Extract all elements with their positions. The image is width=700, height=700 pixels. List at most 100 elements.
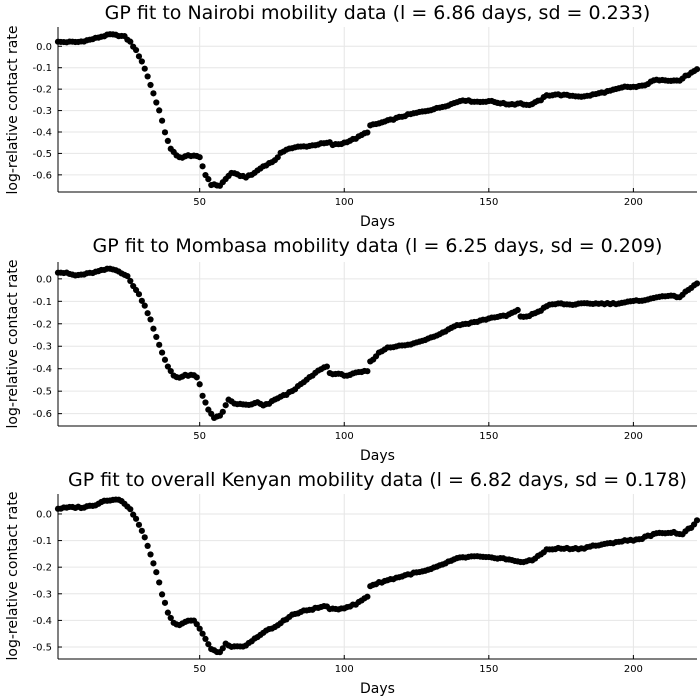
y-tick-label: -0.5 bbox=[32, 643, 52, 654]
data-point bbox=[164, 363, 171, 370]
data-point bbox=[364, 593, 371, 600]
data-point bbox=[153, 333, 160, 341]
data-point bbox=[147, 81, 154, 89]
data-point bbox=[161, 599, 169, 606]
data-point bbox=[193, 374, 200, 381]
data-point bbox=[164, 137, 171, 144]
data-point bbox=[124, 272, 131, 280]
data-point bbox=[161, 356, 169, 363]
data-point bbox=[193, 621, 200, 628]
chart-panel-1: 50 100 150 200 0.0 -0.1 -0.2 -0.3 -0.4 -0.5 -0.6 GP… bbox=[5, 2, 700, 230]
y-tick-label: -0.5 bbox=[32, 387, 52, 398]
x-tick-label: 50 bbox=[193, 197, 206, 208]
data-point bbox=[693, 280, 700, 287]
data-point bbox=[144, 73, 151, 80]
data-point bbox=[141, 534, 148, 541]
x-tick-label: 200 bbox=[624, 431, 643, 442]
data-point bbox=[141, 302, 148, 309]
data-point bbox=[150, 325, 157, 332]
chart-title: GP fit to overall Kenyan mobility data (… bbox=[68, 469, 687, 491]
x-tick-label: 150 bbox=[479, 664, 498, 675]
data-point bbox=[138, 58, 145, 65]
data-point bbox=[144, 310, 151, 317]
data-point bbox=[141, 65, 148, 72]
data-point bbox=[219, 408, 226, 415]
data-point bbox=[274, 154, 281, 161]
y-tick-label: -0.4 bbox=[32, 364, 52, 375]
data-point bbox=[164, 609, 171, 616]
x-tick-label: 150 bbox=[479, 197, 498, 208]
y-tick-label: -0.1 bbox=[32, 297, 52, 308]
data-point bbox=[202, 399, 209, 406]
y-tick-label: -0.2 bbox=[32, 85, 52, 96]
data-point bbox=[156, 107, 163, 114]
data-point bbox=[138, 297, 145, 304]
data-point bbox=[199, 163, 206, 170]
y-tick-label: 0.0 bbox=[36, 274, 52, 285]
data-point bbox=[156, 579, 163, 586]
data-point bbox=[135, 521, 143, 528]
y-tick-label: -0.4 bbox=[32, 616, 52, 627]
series-nairobi bbox=[54, 31, 700, 189]
y-tick-label: -0.3 bbox=[32, 106, 52, 117]
data-point bbox=[693, 66, 700, 73]
x-tick-label: 50 bbox=[193, 664, 206, 675]
chart-panel-3: 50 100 150 200 0.0 -0.1 -0.2 -0.3 -0.4 -0.5 GP fit… bbox=[5, 469, 700, 697]
data-point bbox=[167, 367, 174, 375]
y-tick-label: -0.6 bbox=[32, 409, 52, 420]
data-point bbox=[127, 38, 134, 45]
data-point bbox=[127, 277, 134, 285]
data-point bbox=[514, 306, 521, 314]
data-point bbox=[158, 117, 166, 124]
x-tick-label: 50 bbox=[193, 431, 206, 442]
data-point bbox=[132, 515, 140, 522]
y-tick-label: -0.3 bbox=[32, 342, 52, 353]
y-tick-label: -0.2 bbox=[32, 563, 52, 574]
x-tick-label: 100 bbox=[335, 431, 354, 442]
data-point bbox=[202, 635, 209, 642]
data-point bbox=[693, 517, 700, 524]
data-point bbox=[135, 291, 143, 298]
y-tick-label: 0.0 bbox=[36, 509, 52, 520]
data-point bbox=[138, 527, 145, 534]
chart-panel-2: 50 100 150 200 0.0 -0.1 -0.2 -0.3 -0.4 -0.5 -0.6 GP… bbox=[5, 235, 700, 464]
y-axis-label: log-relative contact rate bbox=[5, 492, 21, 661]
data-point bbox=[205, 641, 212, 648]
chart-title: GP fit to Mombasa mobility data (l = 6.2… bbox=[93, 235, 663, 257]
y-axis-label: log-relative contact rate bbox=[5, 26, 21, 195]
data-point bbox=[158, 591, 166, 598]
data-point bbox=[132, 46, 140, 54]
series-kenya bbox=[54, 496, 700, 656]
x-tick-label: 150 bbox=[479, 431, 498, 442]
data-point bbox=[364, 129, 371, 136]
y-tick-label: -0.4 bbox=[32, 128, 52, 139]
data-point bbox=[219, 645, 226, 652]
data-point bbox=[147, 316, 154, 323]
y-tick-label: -0.6 bbox=[32, 170, 52, 181]
data-point bbox=[150, 90, 157, 97]
y-tick-label: -0.1 bbox=[32, 63, 52, 74]
data-point bbox=[199, 392, 206, 399]
y-tick-label: 0.0 bbox=[36, 42, 52, 53]
data-point bbox=[127, 506, 134, 513]
data-point bbox=[158, 349, 166, 356]
y-tick-label: -0.2 bbox=[32, 319, 52, 330]
data-point bbox=[150, 560, 157, 567]
x-axis-label: Days bbox=[360, 681, 395, 697]
y-tick-label: -0.3 bbox=[32, 589, 52, 600]
data-point bbox=[147, 551, 154, 558]
data-point bbox=[153, 99, 160, 106]
data-point bbox=[364, 368, 371, 375]
x-tick-label: 100 bbox=[335, 197, 354, 208]
x-tick-label: 200 bbox=[624, 664, 643, 675]
data-point bbox=[205, 176, 212, 183]
data-point bbox=[196, 625, 203, 632]
data-point bbox=[222, 402, 229, 409]
data-point bbox=[196, 154, 203, 161]
y-tick-label: -0.5 bbox=[32, 149, 52, 160]
data-point bbox=[196, 381, 203, 388]
data-point bbox=[135, 53, 143, 60]
x-tick-label: 200 bbox=[624, 197, 643, 208]
y-axis-label: log-relative contact rate bbox=[5, 260, 21, 429]
